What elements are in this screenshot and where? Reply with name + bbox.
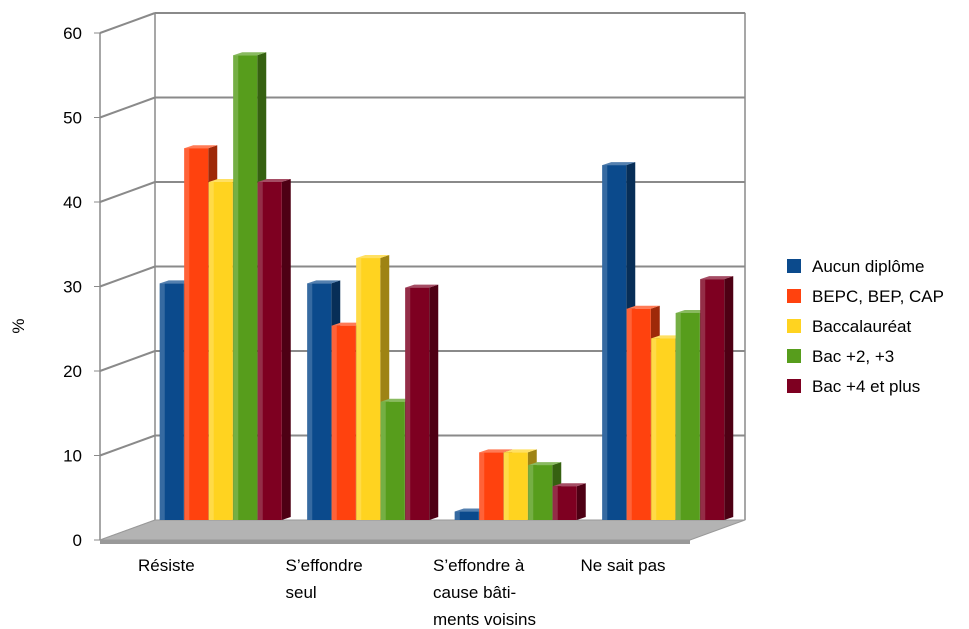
legend-item: Baccalauréat [787,317,912,336]
bar-highlight [651,338,657,520]
legend-swatch [787,289,801,303]
y-axis-title: % [9,318,28,333]
bar [700,276,734,520]
bar [257,179,291,520]
x-category-label: ments voisins [433,610,536,629]
x-axis-categories: Résiste S’effondre seul S’effondre à cause b… [138,556,666,629]
y-tick-label: 60 [63,24,82,43]
bar-highlight [257,182,263,520]
bar-front [454,511,479,520]
bar-top [233,52,267,56]
y-tick-label: 20 [63,362,82,381]
y-tick-label: 0 [73,531,82,550]
x-category-label: S’effondre [286,556,363,575]
bar-top [503,449,537,453]
chart-floor [99,519,746,544]
legend-item: Bac +2, +3 [787,347,894,366]
y-tick-label: 40 [63,193,82,212]
bar-highlight [602,165,608,520]
floor-edge [100,540,690,544]
legend: Aucun diplôme BEPC, BEP, CAP Baccalauréat B… [787,257,944,396]
bar-highlight [675,312,681,520]
x-category-label: Ne sait pas [581,556,666,575]
bar-top [700,276,734,280]
x-category-label: Résiste [138,556,195,575]
bar-highlight [405,287,411,520]
bar-top [626,305,660,309]
bar-highlight [331,325,337,520]
y-tick-label: 30 [63,278,82,297]
bar-side [576,483,586,520]
bar [405,284,439,520]
bar-side [281,179,291,520]
bar-top [356,255,390,259]
bar-side [429,284,439,520]
bar-top [257,179,291,182]
floor-top [99,519,746,541]
y-tick-label: 10 [63,447,82,466]
bar-top [405,284,439,288]
gridline [99,265,156,288]
legend-swatch [787,379,801,393]
x-category-label: seul [286,583,317,602]
bar-top [307,280,341,284]
bar-top [552,483,586,487]
legend-label: BEPC, BEP, CAP [812,287,944,306]
bar-highlight [380,401,386,520]
bar-highlight [356,258,362,520]
bar-highlight [503,452,509,520]
gridline [99,181,156,203]
bar-top [602,162,636,166]
gridline [99,434,156,457]
bar-highlight [307,283,313,520]
bar-highlight [552,486,558,520]
bar-highlight [208,182,214,520]
legend-item: Aucun diplôme [787,257,924,276]
y-tick-label: 50 [63,109,82,128]
legend-swatch [787,259,801,273]
y-axis-ticks: 0 10 20 30 40 50 60 [63,24,100,550]
x-category-label: S’effondre à [433,556,525,575]
legend-label: Bac +2, +3 [812,347,894,366]
bar-side [724,276,734,520]
gridline [99,12,156,34]
bar-top [184,145,218,149]
bar-highlight [479,452,485,520]
legend-swatch [787,319,801,333]
gridline [99,96,156,119]
bar [552,483,586,520]
bar-highlight [233,55,239,520]
bar-top [528,462,562,466]
legend-label: Aucun diplôme [812,257,924,276]
legend-item: BEPC, BEP, CAP [787,287,944,306]
x-category-label: cause bâti- [433,583,516,602]
gridline [99,350,156,372]
legend-label: Bac +4 et plus [812,377,920,396]
bars [159,52,734,521]
legend-item: Bac +4 et plus [787,377,920,396]
bar-highlight [528,465,534,520]
bar-top [479,449,513,453]
bar-highlight [159,283,165,520]
bar-highlight [184,148,190,520]
bar-highlight [626,308,632,520]
bar-highlight [700,279,706,520]
legend-swatch [787,349,801,363]
bar-highlight [454,511,460,520]
legend-label: Baccalauréat [812,317,912,336]
